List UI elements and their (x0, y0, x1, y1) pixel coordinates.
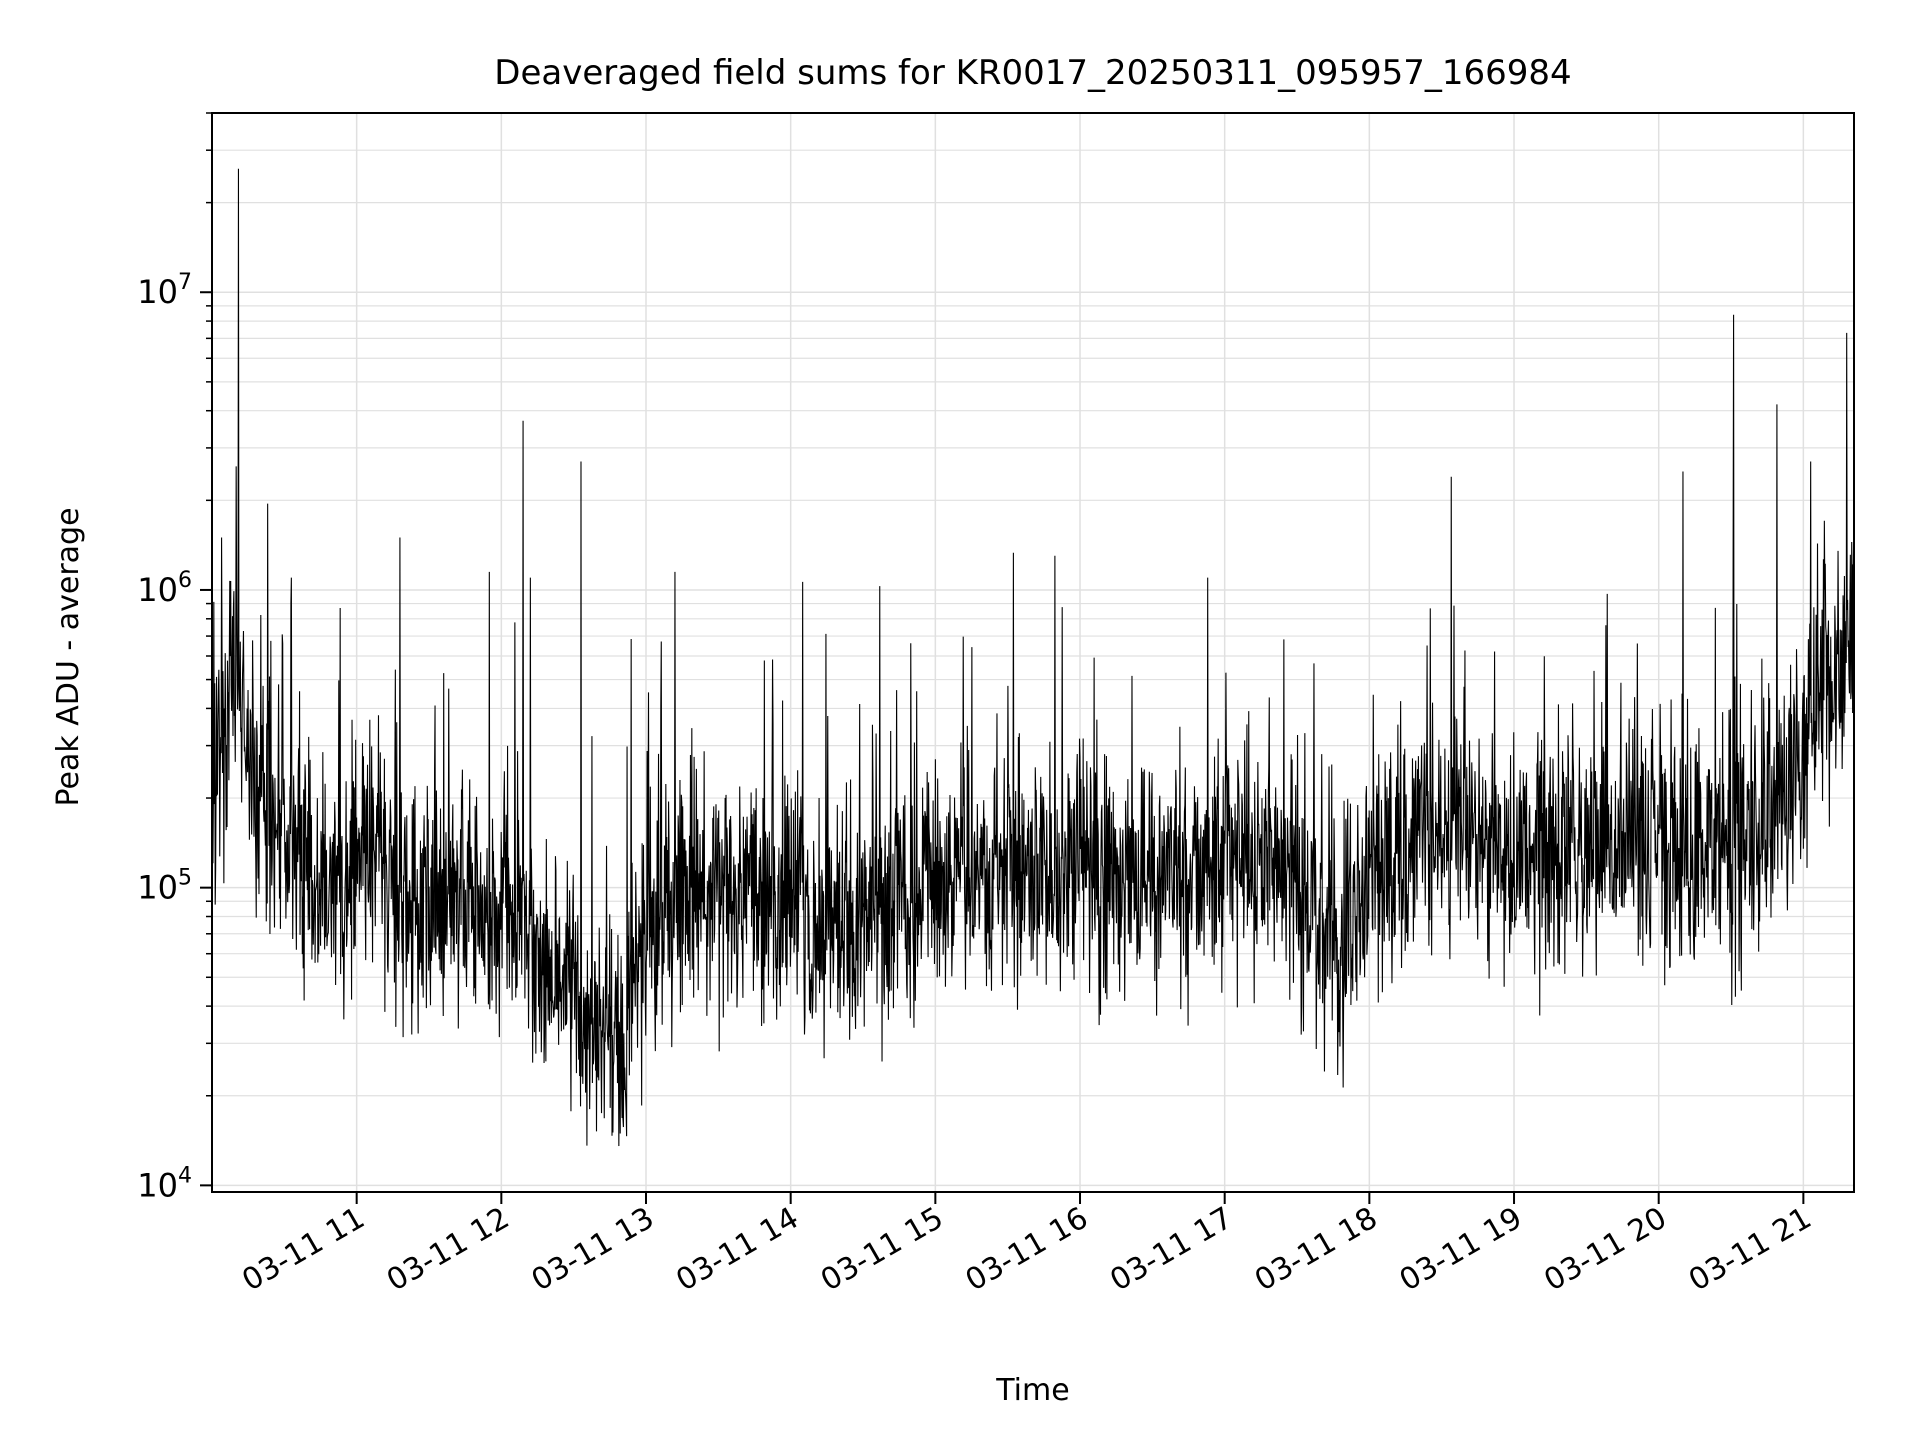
y-tick-exponent: 6 (178, 568, 192, 593)
y-tick-label: 104 (137, 1163, 192, 1204)
series-layer (211, 168, 1855, 1147)
plot-frame (211, 112, 1855, 1193)
y-tick-exponent: 5 (178, 866, 192, 891)
y-tick-label: 105 (137, 866, 192, 907)
y-tick-label: 106 (137, 568, 192, 609)
y-tick-label: 107 (137, 270, 192, 311)
series-line-peak-adu (211, 168, 1855, 1147)
y-tick-mantissa: 10 (137, 1166, 178, 1204)
y-tick-exponent: 7 (178, 270, 192, 295)
y-axis-label: Peak ADU - average (51, 507, 86, 806)
x-axis-label: Time (995, 1373, 1069, 1408)
chart-title: Deaveraged field sums for KR0017_2025031… (494, 53, 1571, 93)
y-tick-mantissa: 10 (137, 869, 178, 907)
y-tick-mantissa: 10 (137, 273, 178, 311)
y-tick-mantissa: 10 (137, 571, 178, 609)
y-tick-exponent: 4 (178, 1163, 192, 1188)
